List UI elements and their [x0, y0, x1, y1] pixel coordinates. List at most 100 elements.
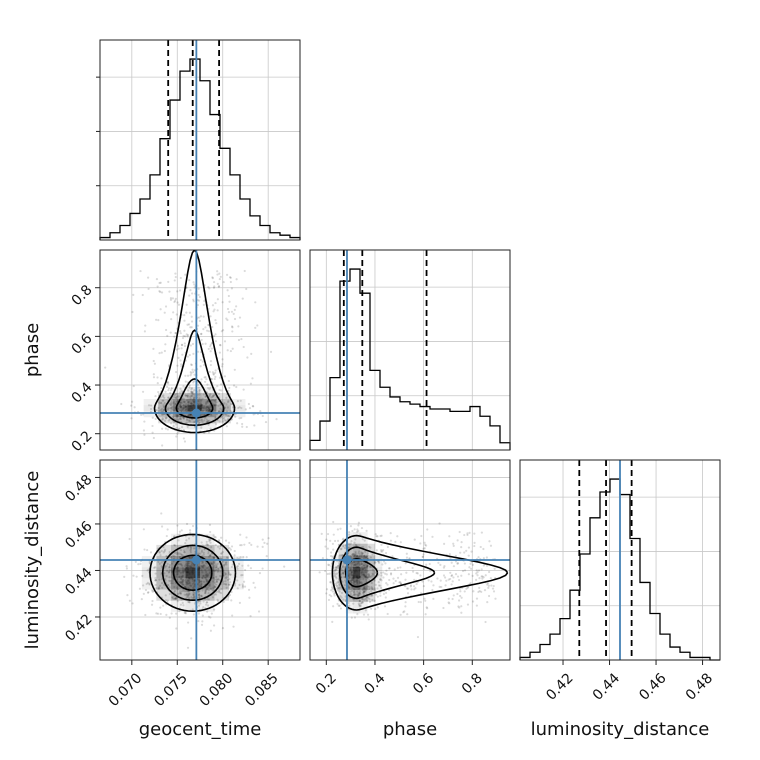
- sample-point: [176, 349, 178, 351]
- sample-point: [188, 279, 190, 281]
- sample-point: [189, 326, 191, 328]
- sample-point: [367, 614, 369, 616]
- sample-point: [410, 585, 412, 587]
- sample-point: [160, 387, 162, 389]
- truth-marker-phase-vs-geocent_time: [192, 409, 201, 418]
- sample-point: [476, 604, 478, 606]
- sample-point: [488, 571, 490, 573]
- x-tick-label-luminosity_distance-3: 0.48: [683, 670, 716, 703]
- sample-point: [181, 354, 183, 356]
- sample-point: [220, 383, 222, 385]
- sample-point: [206, 383, 208, 385]
- sample-point: [464, 590, 466, 592]
- density-cell: [353, 567, 360, 579]
- sample-point: [192, 371, 194, 373]
- sample-point: [399, 581, 401, 583]
- sample-point: [370, 608, 372, 610]
- sample-point: [419, 542, 421, 544]
- sample-point: [384, 562, 386, 564]
- sample-point: [324, 545, 326, 547]
- density-cell: [185, 578, 200, 589]
- sample-point: [234, 318, 236, 320]
- sample-point: [177, 345, 179, 347]
- sample-point: [328, 564, 330, 566]
- sample-point: [488, 540, 490, 542]
- sample-point: [198, 612, 200, 614]
- y-tick-label-phase-0: 0.2: [69, 428, 96, 455]
- sample-point: [170, 299, 172, 301]
- sample-point: [253, 424, 255, 426]
- sample-point: [188, 323, 190, 325]
- sample-point: [331, 621, 333, 623]
- sample-point: [167, 528, 169, 530]
- sample-point: [337, 540, 339, 542]
- sample-point: [380, 550, 382, 552]
- sample-point: [192, 299, 194, 301]
- sample-point: [479, 590, 481, 592]
- sample-point: [452, 543, 454, 545]
- sample-point: [152, 432, 154, 434]
- sample-point: [422, 556, 424, 558]
- sample-point: [417, 636, 419, 638]
- x-tick-label-luminosity_distance-2: 0.46: [636, 670, 669, 703]
- sample-point: [256, 324, 258, 326]
- sample-point: [182, 337, 184, 339]
- sample-point: [470, 551, 472, 553]
- sample-point: [456, 593, 458, 595]
- sample-point: [437, 562, 439, 564]
- sample-point: [487, 587, 489, 589]
- sample-point: [161, 352, 163, 354]
- y-tick-label-luminosity_distance-3: 0.48: [62, 472, 95, 505]
- y-tick-label-luminosity_distance-1: 0.44: [62, 565, 95, 598]
- sample-point: [131, 401, 133, 403]
- sample-point: [481, 568, 483, 570]
- sample-point: [376, 549, 378, 551]
- sample-point: [230, 549, 232, 551]
- sample-point: [176, 301, 178, 303]
- sample-point: [215, 536, 217, 538]
- sample-point: [159, 607, 161, 609]
- sample-point: [146, 549, 148, 551]
- y-tick-label-luminosity_distance-0: 0.42: [62, 611, 95, 644]
- sample-point: [167, 382, 169, 384]
- sample-point: [228, 301, 230, 303]
- sample-point: [213, 281, 215, 283]
- sample-point: [481, 575, 483, 577]
- sample-point: [354, 528, 356, 530]
- sample-point: [476, 571, 478, 573]
- sample-point: [452, 580, 454, 582]
- sample-point: [142, 294, 144, 296]
- density-cell: [187, 399, 202, 405]
- sample-point: [488, 585, 490, 587]
- sample-point: [214, 333, 216, 335]
- sample-point: [231, 311, 233, 313]
- sample-point: [203, 300, 205, 302]
- sample-point: [184, 274, 186, 276]
- sample-point: [161, 444, 163, 446]
- sample-point: [463, 551, 465, 553]
- sample-point: [262, 546, 264, 548]
- sample-point: [132, 602, 134, 604]
- sample-point: [166, 535, 168, 537]
- sample-point: [457, 539, 459, 541]
- sample-point: [443, 574, 445, 576]
- density-cell: [353, 555, 360, 567]
- sample-point: [223, 601, 225, 603]
- sample-point: [449, 553, 451, 555]
- sample-point: [209, 371, 211, 373]
- sample-point: [412, 567, 414, 569]
- sample-point: [418, 601, 420, 603]
- sample-point: [220, 537, 222, 539]
- sample-point: [493, 590, 495, 592]
- sample-point: [413, 585, 415, 587]
- sample-point: [484, 589, 486, 591]
- sample-point: [242, 297, 244, 299]
- sample-point: [170, 332, 172, 334]
- sample-point: [400, 614, 402, 616]
- sample-point: [339, 605, 341, 607]
- density-cell: [353, 590, 360, 602]
- sample-point: [250, 383, 252, 385]
- sample-point: [354, 616, 356, 618]
- sample-point: [458, 606, 460, 608]
